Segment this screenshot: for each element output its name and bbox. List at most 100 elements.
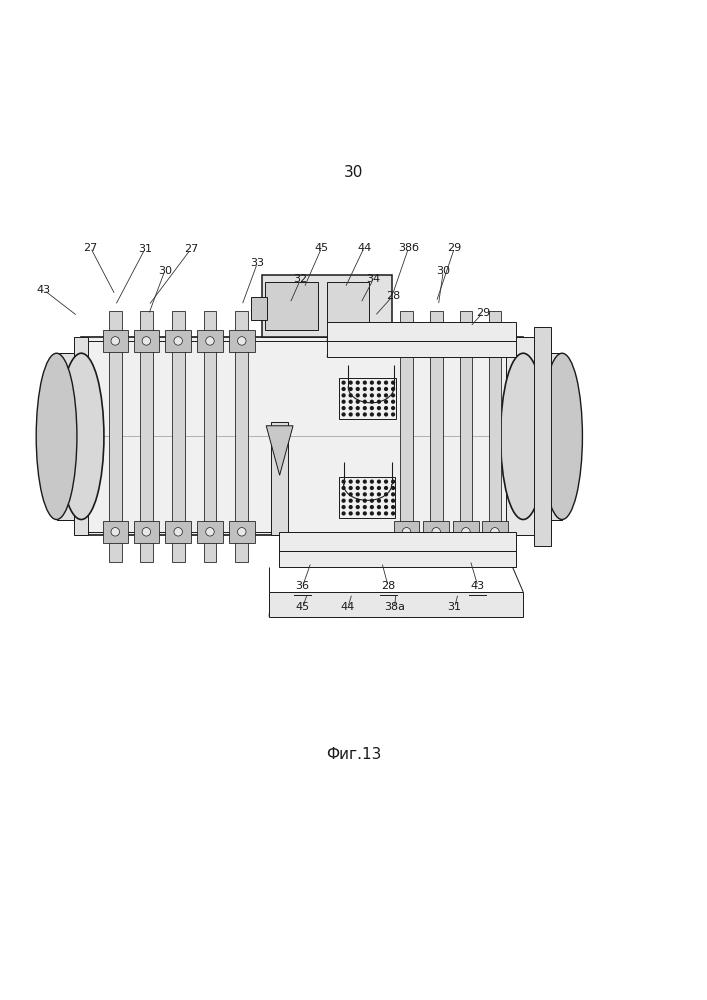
Circle shape: [349, 406, 353, 410]
Circle shape: [377, 511, 381, 516]
Circle shape: [370, 400, 374, 404]
Text: 44: 44: [357, 243, 371, 253]
Circle shape: [363, 406, 367, 410]
Circle shape: [462, 528, 470, 536]
Bar: [339, 378, 396, 419]
Bar: [327, 322, 516, 341]
Bar: [460, 311, 472, 562]
Circle shape: [384, 511, 388, 516]
Circle shape: [349, 486, 353, 490]
Circle shape: [370, 412, 374, 417]
Bar: [506, 337, 551, 535]
Circle shape: [384, 505, 388, 509]
Circle shape: [356, 406, 360, 410]
Circle shape: [341, 381, 346, 385]
Polygon shape: [266, 426, 293, 475]
Circle shape: [432, 528, 440, 536]
Circle shape: [377, 387, 381, 391]
Circle shape: [363, 505, 367, 509]
Circle shape: [349, 505, 353, 509]
Circle shape: [384, 499, 388, 503]
Circle shape: [349, 511, 353, 516]
Bar: [394, 330, 419, 352]
Text: 27: 27: [83, 243, 98, 253]
Circle shape: [349, 400, 353, 404]
Circle shape: [349, 479, 353, 484]
Circle shape: [384, 492, 388, 496]
Ellipse shape: [501, 353, 546, 520]
Circle shape: [341, 486, 346, 490]
Circle shape: [370, 505, 374, 509]
Circle shape: [341, 492, 346, 496]
Text: 28: 28: [381, 581, 395, 591]
Circle shape: [363, 387, 367, 391]
Bar: [327, 282, 369, 330]
Ellipse shape: [59, 353, 104, 520]
Circle shape: [356, 387, 360, 391]
Bar: [57, 353, 81, 520]
Bar: [482, 330, 508, 352]
Bar: [339, 477, 395, 518]
Circle shape: [391, 387, 395, 391]
Circle shape: [391, 412, 395, 417]
Text: 30: 30: [344, 165, 363, 180]
Circle shape: [363, 412, 367, 417]
Circle shape: [377, 486, 381, 490]
Circle shape: [384, 387, 388, 391]
Circle shape: [370, 393, 374, 397]
Circle shape: [432, 337, 440, 345]
Circle shape: [363, 381, 367, 385]
Circle shape: [341, 406, 346, 410]
Bar: [165, 330, 191, 352]
Circle shape: [377, 505, 381, 509]
Circle shape: [370, 511, 374, 516]
Bar: [81, 337, 523, 535]
Bar: [103, 330, 128, 352]
Circle shape: [377, 381, 381, 385]
Bar: [165, 521, 191, 543]
Circle shape: [391, 393, 395, 397]
Bar: [453, 330, 479, 352]
Bar: [109, 311, 122, 562]
Circle shape: [142, 337, 151, 345]
Bar: [394, 521, 419, 543]
Circle shape: [356, 511, 360, 516]
Circle shape: [370, 387, 374, 391]
Circle shape: [341, 393, 346, 397]
Circle shape: [142, 528, 151, 536]
Bar: [204, 311, 216, 562]
Circle shape: [377, 406, 381, 410]
Circle shape: [377, 393, 381, 397]
Bar: [140, 311, 153, 562]
Text: 44: 44: [341, 602, 355, 612]
Circle shape: [349, 499, 353, 503]
Text: Фиг.13: Фиг.13: [326, 747, 381, 762]
Bar: [229, 521, 255, 543]
Ellipse shape: [36, 353, 77, 520]
Circle shape: [341, 479, 346, 484]
Circle shape: [384, 479, 388, 484]
Circle shape: [349, 412, 353, 417]
Circle shape: [356, 381, 360, 385]
Circle shape: [206, 337, 214, 345]
Circle shape: [356, 492, 360, 496]
Text: 36: 36: [296, 581, 310, 591]
Circle shape: [370, 486, 374, 490]
Bar: [197, 330, 223, 352]
Circle shape: [349, 387, 353, 391]
Circle shape: [349, 492, 353, 496]
Text: 34: 34: [366, 274, 380, 284]
Text: 29: 29: [448, 243, 462, 253]
Circle shape: [391, 505, 395, 509]
Bar: [74, 337, 88, 535]
Bar: [523, 353, 562, 520]
Bar: [229, 330, 255, 352]
Circle shape: [462, 337, 470, 345]
Circle shape: [370, 499, 374, 503]
Text: 38a: 38a: [384, 602, 405, 612]
Circle shape: [391, 406, 395, 410]
Circle shape: [491, 337, 499, 345]
Circle shape: [174, 337, 182, 345]
Bar: [279, 532, 516, 551]
Text: 38б: 38б: [398, 243, 419, 253]
